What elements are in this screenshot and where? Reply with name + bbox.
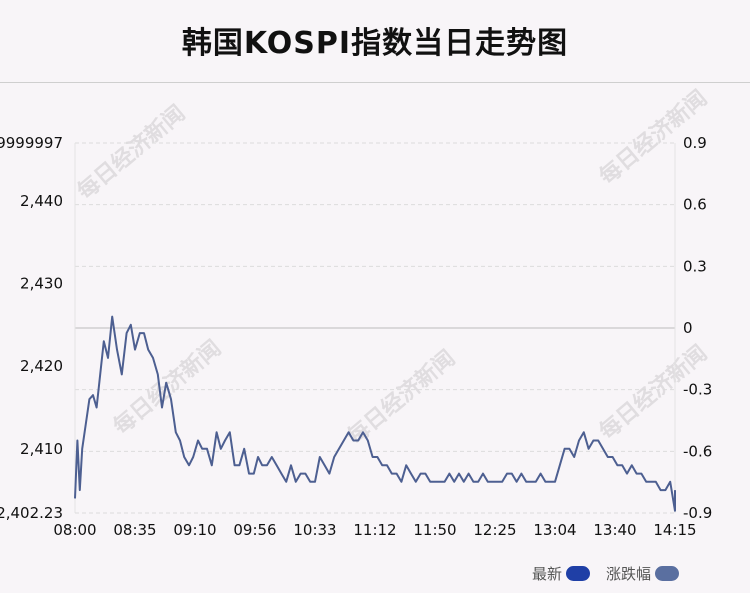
legend-item-latest[interactable]: 最新 (532, 563, 591, 584)
y-right-tick-label: 0.3 (683, 257, 707, 275)
y-left-tick-label: 2,402.23 (0, 504, 63, 522)
x-tick-label: 09:10 (173, 521, 216, 539)
y-right-tick-label: -0.3 (683, 381, 712, 399)
legend-label-latest: 最新 (532, 565, 563, 583)
legend-label-change: 涨跌幅 (606, 565, 652, 583)
y-right-tick-label: 0.6 (683, 196, 707, 214)
x-tick-label: 08:35 (113, 521, 156, 539)
chart-title: 韩国KOSPI指数当日走势图 (181, 26, 569, 61)
x-tick-label: 11:50 (413, 521, 456, 539)
x-tick-label: 13:40 (593, 521, 636, 539)
x-tick-label: 10:33 (293, 521, 336, 539)
legend-swatch-change (655, 566, 680, 581)
series-line (74, 315, 676, 512)
y-left-tick-label: 2,440 (20, 192, 63, 210)
y-right-tick-label: 0 (683, 319, 693, 337)
legend: 最新 涨跌幅 (532, 563, 680, 584)
y-right-tick-label: 0.9 (683, 134, 707, 152)
x-tick-label: 13:04 (533, 521, 576, 539)
y-left-tick-label: 2,420 (20, 357, 63, 375)
x-tick-label: 11:12 (353, 521, 396, 539)
x-tick-label: 08:00 (53, 521, 96, 539)
title-divider (0, 82, 750, 83)
x-tick-label: 12:25 (473, 521, 516, 539)
x-tick-label: 14:15 (653, 521, 696, 539)
y-right-tick-label: -0.9 (683, 504, 712, 522)
y-left-tick-label: 2,410 (20, 440, 63, 458)
x-tick-label: 09:56 (233, 521, 276, 539)
y-left-tick-label: 2,446.9999997 (0, 134, 63, 152)
y-right-tick-label: -0.6 (683, 442, 712, 460)
legend-item-change[interactable]: 涨跌幅 (606, 563, 680, 584)
legend-swatch-latest (566, 566, 591, 581)
y-left-tick-label: 2,430 (20, 274, 63, 292)
